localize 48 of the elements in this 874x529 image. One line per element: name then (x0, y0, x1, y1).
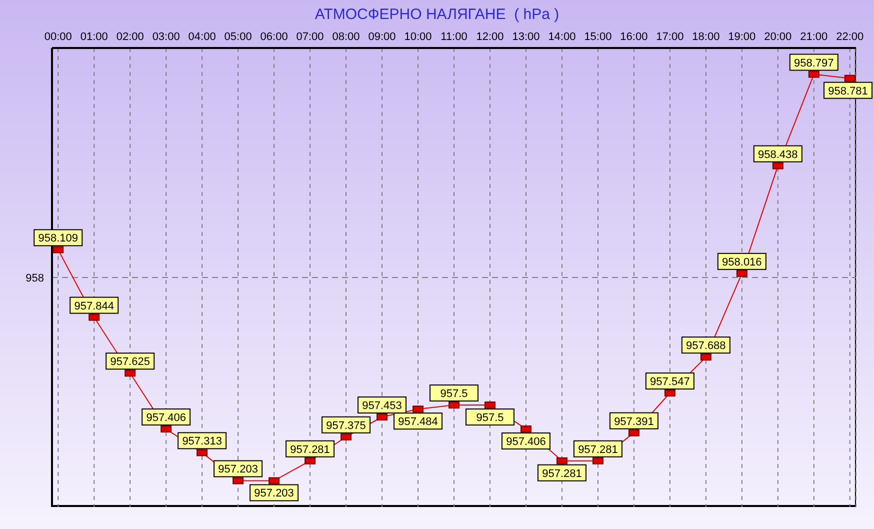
x-tick-label: 16:00 (620, 31, 648, 43)
data-label: 957.453 (362, 400, 402, 412)
data-label: 957.406 (506, 436, 546, 448)
x-tick-label: 06:00 (260, 31, 288, 43)
data-label: 957.688 (686, 340, 726, 352)
x-tick-label: 07:00 (296, 31, 324, 43)
data-label: 957.391 (614, 416, 654, 428)
x-tick-label: 17:00 (656, 31, 684, 43)
x-tick-label: 00:00 (44, 31, 72, 43)
data-label: 957.5 (476, 412, 504, 424)
data-label: 957.484 (398, 416, 438, 428)
ref-line-label: 958 (26, 272, 44, 284)
data-label: 957.313 (182, 436, 222, 448)
data-label: 957.203 (218, 464, 258, 476)
data-label: 957.375 (326, 420, 366, 432)
x-tick-label: 04:00 (188, 31, 216, 43)
x-tick-label: 05:00 (224, 31, 252, 43)
data-label: 957.203 (254, 488, 294, 500)
data-label: 957.281 (578, 444, 618, 456)
data-label: 958.016 (722, 256, 762, 268)
x-tick-label: 19:00 (728, 31, 756, 43)
x-tick-label: 13:00 (512, 31, 540, 43)
data-label: 957.5 (440, 388, 468, 400)
data-label: 957.281 (542, 468, 582, 480)
x-tick-label: 01:00 (80, 31, 108, 43)
x-tick-label: 18:00 (692, 31, 720, 43)
data-label: 958.797 (794, 57, 834, 70)
x-tick-label: 20:00 (764, 31, 792, 43)
data-label: 957.547 (650, 376, 690, 388)
data-label: 957.281 (290, 444, 330, 456)
x-tick-label: 08:00 (332, 31, 360, 43)
data-label: 958.109 (38, 232, 78, 245)
x-tick-label: 15:00 (584, 31, 612, 43)
data-label: 957.406 (146, 412, 186, 424)
data-label: 958.781 (828, 85, 868, 98)
x-tick-label: 12:00 (476, 31, 504, 43)
x-tick-label: 14:00 (548, 31, 576, 43)
x-tick-label: 10:00 (404, 31, 432, 43)
chart-title: АТМОСФЕРНО НАЛЯГАНЕ ( hPa ) (314, 6, 560, 23)
x-tick-label: 21:00 (800, 31, 828, 43)
x-tick-label: 22:00 (836, 31, 864, 43)
x-tick-label: 02:00 (116, 31, 144, 43)
x-tick-label: 11:00 (440, 31, 468, 43)
x-tick-label: 09:00 (368, 31, 396, 43)
data-label: 958.438 (758, 148, 798, 161)
x-tick-label: 03:00 (152, 31, 180, 43)
data-label: 957.844 (74, 300, 114, 312)
data-label: 957.625 (110, 356, 150, 368)
